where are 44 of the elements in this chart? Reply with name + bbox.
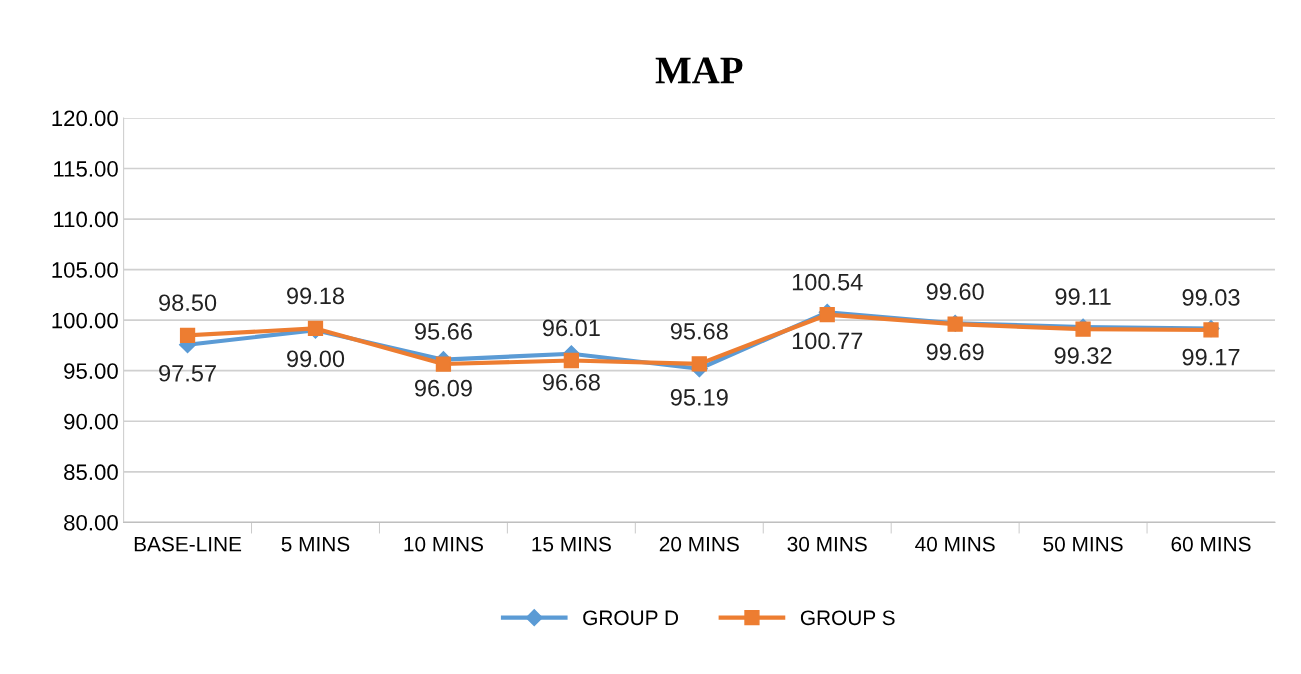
data-label: 99.32 xyxy=(1054,347,1112,364)
data-label: 99.69 xyxy=(926,343,984,361)
data-label: 100.54 xyxy=(792,273,863,291)
chart-title: MAP xyxy=(655,57,743,84)
data-label: 99.17 xyxy=(1182,348,1240,366)
data-label: 96.01 xyxy=(542,319,600,337)
legend-label: GROUP D xyxy=(583,610,679,626)
y-tick-label: 105.00 xyxy=(52,262,118,278)
data-label: 99.18 xyxy=(287,287,345,305)
point xyxy=(819,307,835,323)
data-label: 95.19 xyxy=(670,388,728,406)
data-label: 96.09 xyxy=(414,379,472,397)
x-tick-label: 15 MINS xyxy=(532,536,611,552)
x-tick-label: 20 MINS xyxy=(659,536,739,552)
y-tick-label: 110.00 xyxy=(54,211,118,228)
data-label: 98.50 xyxy=(159,294,217,312)
point xyxy=(179,327,196,343)
y-tick-label: 80.00 xyxy=(64,514,118,531)
x-tick-label: 40 MINS xyxy=(915,536,995,552)
data-label: 96.68 xyxy=(542,373,600,391)
x-tick-label: 50 MINS xyxy=(1043,536,1123,552)
data-label: 95.66 xyxy=(414,323,472,340)
y-tick-label: 120.00 xyxy=(52,110,118,127)
y-tick-label: 90.00 xyxy=(64,413,118,430)
data-label: 99.00 xyxy=(287,350,345,368)
data-label: 99.11 xyxy=(1055,288,1111,305)
x-tick-label: 30 MINS xyxy=(787,536,867,552)
data-label: 97.57 xyxy=(159,364,216,382)
data-label: 99.03 xyxy=(1182,289,1240,306)
y-tick-label: 115.00 xyxy=(54,161,118,177)
data-label: 100.77 xyxy=(792,332,863,350)
point xyxy=(691,356,707,372)
x-tick-label: BASE-LINE xyxy=(134,536,242,552)
data-label: 99.60 xyxy=(926,283,984,300)
legend-label: GROUP S xyxy=(800,610,895,626)
x-tick-label: 5 MINS xyxy=(281,536,350,552)
data-label: 95.68 xyxy=(670,322,728,340)
point xyxy=(563,352,579,369)
y-tick-label: 85.00 xyxy=(64,464,118,481)
y-tick-label: 95.00 xyxy=(64,363,118,379)
y-tick-label: 100.00 xyxy=(52,312,118,329)
x-tick-label: 60 MINS xyxy=(1171,536,1251,552)
x-tick-label: 10 MINS xyxy=(404,536,483,552)
point xyxy=(435,356,452,372)
